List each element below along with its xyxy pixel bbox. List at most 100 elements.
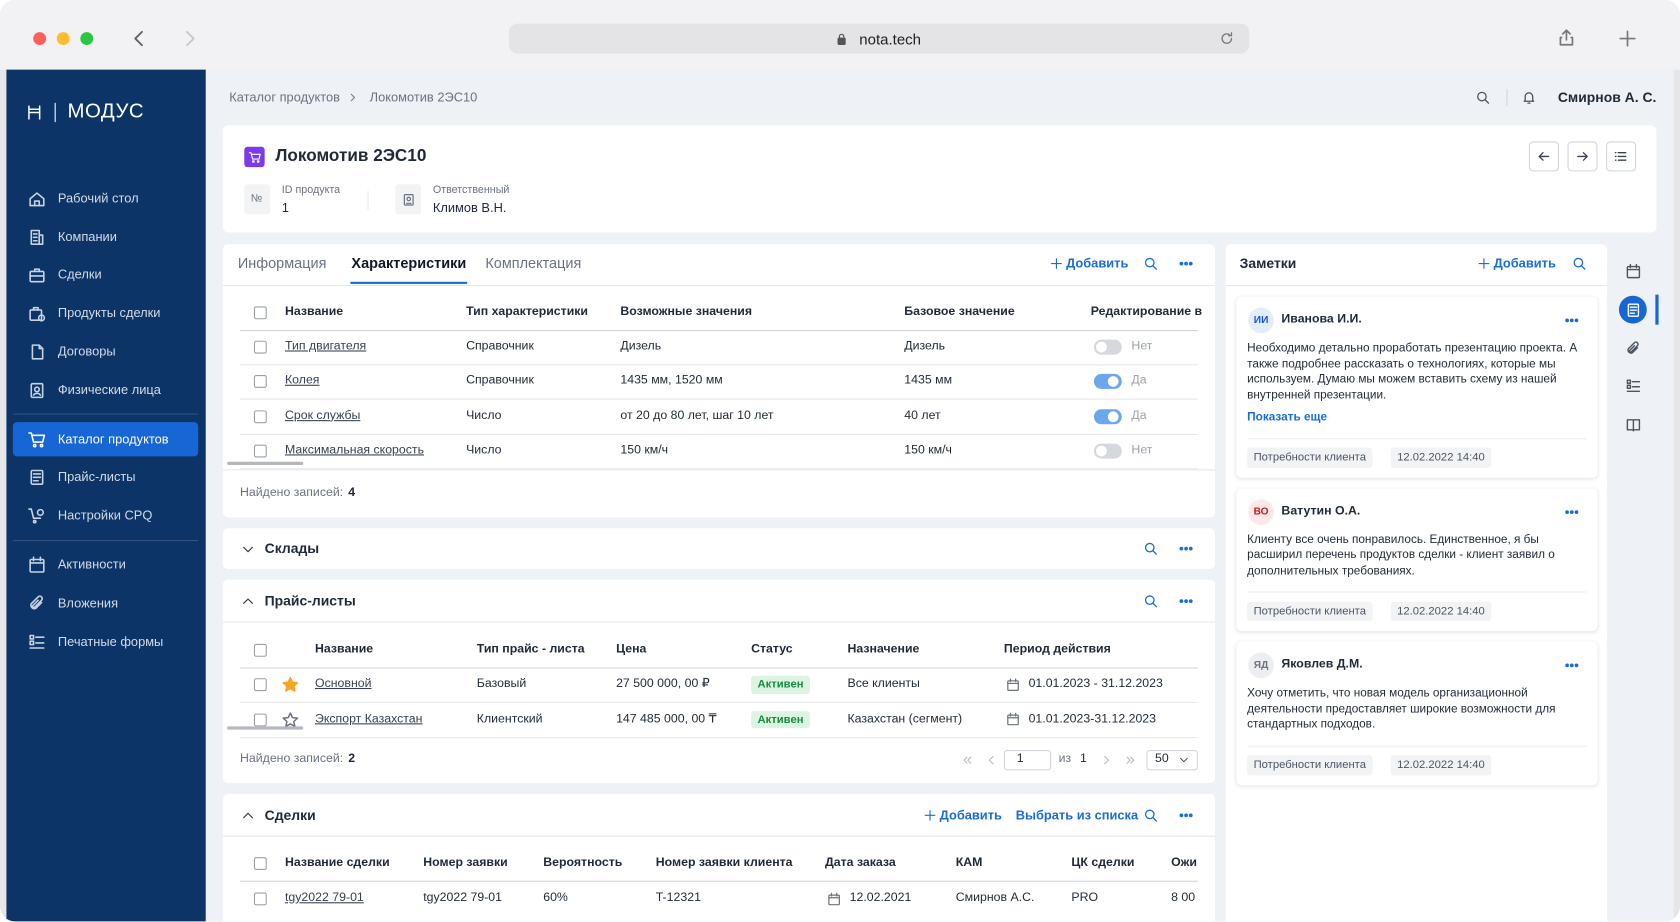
icon-part (1179, 261, 1184, 266)
icon-part (1538, 152, 1550, 161)
checkbox[interactable] (253, 340, 267, 354)
row-link[interactable]: Максимальная скорость (285, 443, 424, 457)
tab[interactable]: Характеристики (351, 254, 467, 271)
column-header: Название сделки (285, 856, 390, 870)
column-header: Период действия (1003, 642, 1111, 656)
row-link[interactable]: Тип двигателя (285, 339, 367, 353)
star-icon[interactable] (282, 711, 299, 728)
select-button[interactable]: Выбрать из списка (1015, 807, 1139, 823)
checkbox[interactable] (253, 892, 267, 906)
menu-item[interactable]: Печатные формы (57, 634, 164, 650)
url: nota.tech (859, 30, 922, 48)
menu-item[interactable]: Сделки (57, 266, 102, 282)
menu-item[interactable]: Продукты сделки (57, 305, 161, 321)
divider (12, 413, 199, 415)
checkbox[interactable] (253, 678, 267, 692)
window-button[interactable] (33, 32, 47, 46)
menu-item[interactable]: Компании (57, 229, 117, 245)
scrollbar[interactable] (227, 726, 304, 730)
checkbox[interactable] (253, 857, 267, 871)
icon-part (827, 893, 840, 905)
note-tag: Потребности клиента (1247, 755, 1373, 775)
menu-item[interactable]: Активности (57, 556, 126, 572)
cell: Смирнов А.С. (955, 891, 1035, 905)
cell: от 20 до 80 лет, шаг 10 лет (620, 409, 774, 423)
lock-icon (836, 33, 846, 45)
tab[interactable]: Комплектация (485, 254, 582, 271)
prod-icon (28, 306, 45, 322)
show-more[interactable]: Показать еще (1247, 410, 1328, 424)
icon-part (1221, 32, 1233, 44)
icon-part (1126, 756, 1134, 764)
notes-title: Заметки (1239, 255, 1297, 272)
breadcrumb[interactable]: Каталог продуктов (229, 89, 341, 105)
divider (222, 621, 1216, 623)
checkbox[interactable] (253, 306, 267, 320)
divider (222, 469, 1216, 471)
column-header: Номер заявки (423, 856, 508, 870)
checkbox[interactable] (253, 375, 267, 389)
per-page-select[interactable] (1146, 750, 1198, 771)
note-tag: Потребности клиента (1247, 601, 1373, 622)
star-icon[interactable] (282, 676, 299, 693)
page-total: 1 (1080, 752, 1087, 766)
menu-item[interactable]: Вложения (57, 595, 119, 611)
row-link[interactable]: Срок службы (285, 409, 361, 423)
row-link[interactable]: tgy2022 79-01 (285, 891, 364, 905)
row-link[interactable]: Колея (285, 374, 320, 388)
section-title[interactable]: Склады (264, 540, 320, 557)
note-author: Иванова И.И. (1281, 312, 1362, 326)
icon-part (28, 558, 45, 573)
checkbox[interactable] (253, 444, 267, 458)
add-button[interactable]: Добавить (1493, 255, 1556, 271)
icon-part (1152, 550, 1157, 555)
scrollbar[interactable] (227, 461, 304, 466)
note-card (1236, 296, 1598, 478)
menu-item[interactable]: Рабочий стол (57, 190, 139, 206)
window-button[interactable] (56, 32, 70, 46)
add-button[interactable]: Добавить (939, 807, 1002, 823)
cell: tgy2022 79-01 (423, 891, 503, 905)
section-title[interactable]: Прайс-листы (264, 592, 356, 609)
icon-part (28, 639, 34, 645)
icon-part (242, 812, 253, 818)
badge-icon (403, 193, 414, 206)
tab[interactable]: Информация (237, 254, 327, 271)
row-link[interactable]: Экспорт Казахстан (315, 712, 423, 725)
section-title[interactable]: Сделки (264, 807, 316, 824)
menu-item[interactable]: Договоры (57, 343, 116, 359)
note-date: 12.02.2022 14:40 (1390, 755, 1492, 775)
window-button[interactable] (80, 32, 94, 46)
menu-item[interactable]: Прайс-листы (57, 469, 136, 485)
menu-item[interactable]: Каталог продуктов (57, 431, 169, 447)
checkbox[interactable] (253, 713, 267, 726)
note-date: 12.02.2022 14:40 (1390, 601, 1492, 622)
row-link[interactable]: Основной (315, 677, 372, 691)
toggle-label: Нет (1131, 443, 1153, 457)
icon-part (1006, 712, 1019, 719)
cal-icon (827, 892, 840, 905)
icon-button[interactable] (1606, 141, 1637, 172)
address-bar[interactable] (508, 23, 1250, 54)
icon-part (36, 508, 44, 516)
checkbox[interactable] (253, 410, 267, 423)
icon-part (1569, 318, 1574, 323)
add-button[interactable]: Добавить (1066, 255, 1129, 271)
icon-part (1484, 99, 1490, 104)
checkbox[interactable] (253, 643, 267, 657)
menu-item[interactable]: Настройки CPQ (57, 507, 153, 523)
plus-icon (1051, 258, 1062, 269)
logo: МОДУС (67, 100, 145, 123)
plus-icon (924, 809, 936, 821)
home-icon (28, 191, 45, 206)
column-header: Номер заявки клиента (655, 856, 793, 870)
arrowR-icon (1577, 152, 1588, 161)
menu-item-active[interactable] (12, 422, 199, 457)
icon-part (186, 30, 195, 47)
menu-item[interactable]: Физические лица (57, 382, 161, 398)
active-indicator (1655, 294, 1659, 325)
icon-part (1184, 599, 1188, 603)
user-name[interactable]: Смирнов А. С. (1557, 89, 1657, 106)
logo-separator (54, 102, 57, 123)
page-input[interactable] (1003, 750, 1052, 771)
